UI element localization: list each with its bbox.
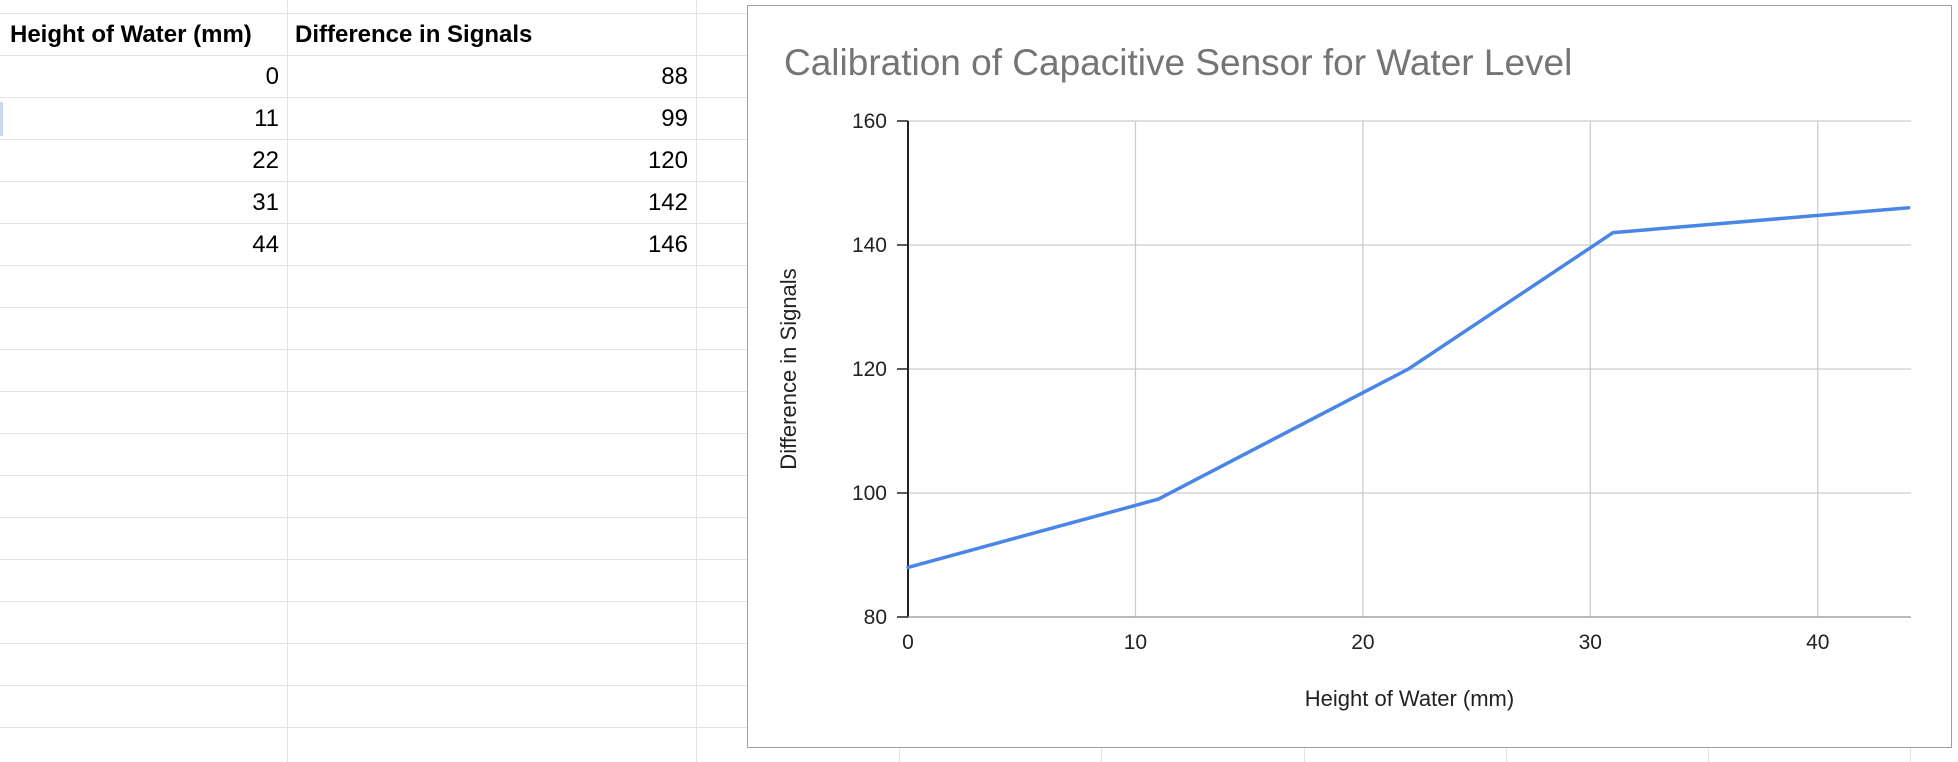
chart-tick-labels: 80 100 120 140 160 0 10 20 30 40: [852, 110, 1829, 654]
x-tick-label: 30: [1579, 631, 1602, 654]
table-cell-height[interactable]: 11: [254, 105, 279, 132]
x-axis-title: Height of Water (mm): [1305, 686, 1514, 711]
embedded-chart[interactable]: Calibration of Capacitive Sensor for Wat…: [747, 5, 1952, 748]
x-tick-label: 0: [902, 631, 914, 654]
table-cell-height[interactable]: 31: [252, 189, 279, 216]
chart-series: [906, 206, 1911, 570]
x-tick-label: 10: [1124, 631, 1147, 654]
y-tick-label: 120: [852, 358, 887, 381]
series-line: [906, 206, 1911, 570]
chart-axes: [897, 120, 1911, 618]
table-cell-difference[interactable]: 142: [647, 189, 688, 216]
y-tick-label: 80: [864, 606, 887, 629]
y-axis-title: Difference in Signals: [776, 268, 801, 469]
table-cell-height[interactable]: 44: [252, 231, 279, 258]
y-tick-label: 160: [852, 110, 887, 133]
column-header-difference-in-signals[interactable]: Difference in Signals: [295, 21, 533, 48]
table-cell-height[interactable]: 0: [265, 63, 279, 90]
line-chart: Calibration of Capacitive Sensor for Wat…: [776, 42, 1911, 711]
column-header-height-of-water[interactable]: Height of Water (mm): [10, 21, 252, 48]
x-tick-label: 20: [1351, 631, 1374, 654]
table-cell-difference[interactable]: 99: [661, 105, 688, 132]
chart-title: Calibration of Capacitive Sensor for Wat…: [784, 42, 1572, 83]
y-tick-label: 100: [852, 482, 887, 505]
y-tick-label: 140: [852, 234, 887, 257]
x-tick-label: 40: [1806, 631, 1829, 654]
table-cell-difference[interactable]: 120: [647, 147, 688, 174]
table-cell-difference[interactable]: 88: [661, 63, 688, 90]
table-cell-height[interactable]: 22: [252, 147, 279, 174]
table-cell-difference[interactable]: 146: [647, 231, 688, 258]
